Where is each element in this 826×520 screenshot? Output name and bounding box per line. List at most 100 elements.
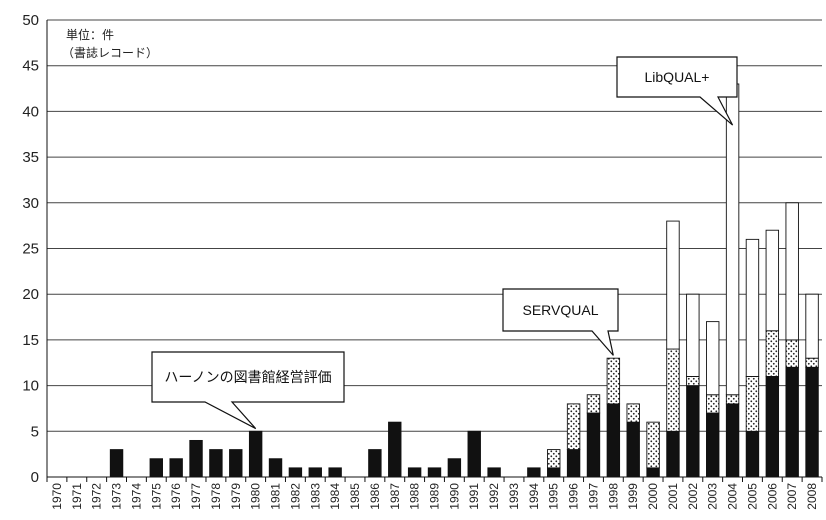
x-tick-label: 1996 <box>567 483 581 510</box>
bar-segment-dotted <box>646 421 660 469</box>
axes <box>46 20 823 482</box>
bar-segment-solid <box>765 376 780 478</box>
bar-segment-dotted <box>805 357 819 368</box>
callout: SERVQUAL <box>502 288 619 356</box>
x-tick-label: 1971 <box>70 483 84 510</box>
x-tick-label: 1983 <box>308 483 322 510</box>
x-tick-label: 1982 <box>288 483 302 510</box>
bar-segment-dotted <box>706 394 720 414</box>
bar-segment-white <box>785 202 799 341</box>
bar-segment-solid <box>745 430 760 478</box>
bar-segment-solid <box>169 458 183 478</box>
bar-segment-dotted <box>745 376 760 432</box>
bar-segment-solid <box>189 439 203 478</box>
x-tick-label: 2000 <box>646 483 660 510</box>
x-tick-label: 1991 <box>467 483 481 510</box>
x-tick-label: 1994 <box>527 483 541 510</box>
y-tick-label: 45 <box>22 58 39 75</box>
callouts: ハーノンの図書館経営評価 SERVQUAL LibQUAL+ <box>151 56 738 430</box>
bar-segment-solid <box>427 467 442 478</box>
x-tick-label: 1992 <box>487 483 501 510</box>
bar-segment-white <box>745 238 760 377</box>
y-tick-label: 25 <box>22 241 39 258</box>
bar-segment-solid <box>209 449 223 478</box>
bar-segment-solid <box>447 458 462 478</box>
bar-segment-solid <box>626 421 640 478</box>
x-tick-label: 1974 <box>129 483 143 510</box>
x-tick-label: 1970 <box>50 483 64 510</box>
callout-bubble <box>616 56 738 126</box>
bar-segment-solid <box>109 449 124 478</box>
x-tick-label: 1995 <box>547 483 561 510</box>
unit-label-line-1: 単位：件 <box>66 27 114 42</box>
x-tick-label: 1972 <box>90 483 104 510</box>
x-tick-label: 1984 <box>328 483 342 510</box>
bar-segment-white <box>805 293 819 359</box>
bar-segment-dotted <box>626 403 640 423</box>
bar-segment-solid <box>388 421 402 478</box>
bar-segment-solid <box>407 467 422 478</box>
x-tick-label: 1977 <box>189 483 203 510</box>
x-tick-label: 2007 <box>785 483 799 510</box>
x-tick-label: 2001 <box>666 483 680 510</box>
x-tick-label: 1998 <box>606 483 620 510</box>
bar-segment-dotted <box>606 357 621 405</box>
callout-label: SERVQUAL <box>523 302 599 318</box>
x-tick-label: 1986 <box>368 483 382 510</box>
x-tick-label: 2005 <box>745 483 759 510</box>
unit-label-line-2: （書誌レコード） <box>62 45 158 60</box>
bar-segment-solid <box>566 449 581 478</box>
bar-segment-dotted <box>725 394 740 405</box>
y-tick-label: 35 <box>22 149 39 166</box>
bar-segment-solid <box>288 467 303 478</box>
x-tick-label: 2004 <box>726 483 740 510</box>
bar-segment-solid <box>785 366 799 478</box>
bar-segment-solid <box>248 430 263 478</box>
bar-segment-solid <box>547 467 561 478</box>
bar-segment-dotted <box>566 403 581 451</box>
x-tick-label: 1987 <box>388 483 402 510</box>
bar-segment-dotted <box>785 339 799 368</box>
callout-label: LibQUAL+ <box>645 69 710 85</box>
y-tick-label: 40 <box>22 103 39 120</box>
x-tick-labels: 1970 1971 1972 1973 1974 1975 1976 1977 1978 1979… <box>50 483 819 510</box>
x-tick-label: 1973 <box>110 483 124 510</box>
bar-segment-white <box>706 321 720 396</box>
x-tick-label: 2003 <box>706 483 720 510</box>
callout-bubble <box>151 351 345 430</box>
bar-segment-dotted <box>765 330 780 377</box>
bar-segment-white <box>765 229 780 332</box>
x-tick-label: 1990 <box>447 483 461 510</box>
bar-segment-solid <box>586 412 601 478</box>
x-tick-label: 1993 <box>507 483 521 510</box>
y-tick-label: 20 <box>22 286 39 303</box>
x-tick-label: 1988 <box>408 483 422 510</box>
callout: LibQUAL+ <box>616 56 738 126</box>
bar-segment-solid <box>606 403 621 478</box>
x-tick-label: 1985 <box>348 483 362 510</box>
bar-segment-dotted <box>686 376 700 387</box>
x-tick-label: 1980 <box>249 483 263 510</box>
bar-segment-solid <box>666 430 680 478</box>
y-tick-labels: 0 5 10 15 20 25 30 35 40 45 50 <box>22 12 39 486</box>
x-tick-label: 2006 <box>765 483 779 510</box>
bar-segment-white <box>666 220 680 350</box>
bar-segment-solid <box>308 467 322 478</box>
y-tick-label: 10 <box>22 378 39 395</box>
bar-segment-solid <box>805 366 819 478</box>
bar-segment-solid <box>646 467 660 478</box>
bar-segment-solid <box>268 458 283 478</box>
x-tick-label: 1999 <box>626 483 640 510</box>
bar-segment-solid <box>686 385 700 478</box>
x-tick-label: 1976 <box>169 483 183 510</box>
bar-segment-solid <box>706 412 720 478</box>
y-tick-label: 5 <box>31 423 39 440</box>
bar-segment-solid <box>527 467 541 478</box>
x-tick-label: 2002 <box>686 483 700 510</box>
y-tick-label: 30 <box>22 195 39 212</box>
x-tick-label: 2008 <box>805 483 819 510</box>
y-tick-label: 50 <box>22 12 39 29</box>
bar-segment-dotted <box>547 449 561 469</box>
x-tick-label: 1975 <box>149 483 163 510</box>
